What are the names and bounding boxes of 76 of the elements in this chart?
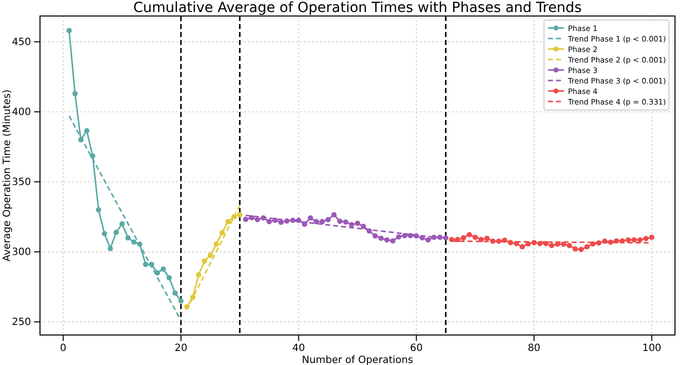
point [84, 128, 90, 134]
point [90, 153, 96, 159]
x-tick-label: 100 [642, 343, 662, 354]
x-tick-label: 40 [292, 343, 306, 354]
point [72, 90, 78, 96]
x-tick-label: 20 [174, 343, 188, 354]
point [278, 220, 284, 225]
point [626, 237, 631, 243]
point [520, 244, 525, 250]
point [631, 237, 637, 243]
point [372, 233, 378, 238]
point [425, 237, 431, 243]
y-tick-label: 450 [12, 36, 31, 48]
point [160, 266, 166, 272]
point [331, 212, 337, 218]
point [225, 218, 231, 224]
point [196, 272, 202, 278]
point [460, 235, 466, 240]
point [396, 234, 402, 240]
point [390, 238, 396, 244]
point [125, 235, 131, 240]
y-axis-title: Average Operation Time (Minutes) [2, 89, 13, 262]
point [443, 235, 448, 240]
point [214, 241, 219, 247]
point [208, 252, 214, 258]
point [484, 236, 490, 241]
point [314, 218, 319, 224]
point [566, 242, 572, 248]
point [637, 237, 643, 243]
x-tick-label: 60 [410, 343, 423, 354]
point [254, 216, 260, 222]
point [237, 212, 242, 218]
point [102, 230, 108, 236]
point [178, 298, 184, 304]
point [354, 220, 360, 226]
point [348, 222, 354, 228]
y-tick-label: 400 [12, 106, 31, 118]
x-tick-label: 80 [528, 343, 540, 354]
point [572, 246, 578, 252]
point [584, 244, 590, 250]
point [384, 237, 390, 243]
point [166, 275, 172, 280]
point [343, 219, 348, 225]
point [472, 234, 478, 240]
point [142, 262, 148, 268]
point [649, 234, 654, 240]
point [172, 290, 178, 296]
point [119, 221, 125, 226]
point [578, 246, 584, 252]
x-tick-label: 0 [60, 343, 66, 354]
point [96, 207, 102, 212]
point [131, 239, 137, 245]
point [219, 230, 225, 236]
point [248, 215, 254, 220]
point [108, 246, 113, 252]
point [360, 224, 366, 229]
point [243, 216, 248, 222]
x-axis-title: Number of Operations [302, 355, 414, 365]
point [202, 258, 208, 264]
point [114, 230, 119, 235]
point [325, 216, 331, 222]
point [266, 218, 272, 224]
point [337, 218, 342, 224]
chart-title: Cumulative Average of Operation Times with Phases and Trends [133, 0, 582, 16]
point [308, 215, 314, 221]
y-tick-label: 250 [12, 317, 31, 328]
point [320, 218, 325, 224]
point [66, 28, 72, 34]
point [643, 236, 649, 242]
point [378, 236, 384, 241]
point [466, 232, 472, 238]
y-tick-label: 350 [12, 177, 31, 188]
point [543, 240, 548, 246]
y-tick-label: 300 [12, 247, 31, 258]
point [454, 236, 460, 242]
point [549, 242, 554, 248]
